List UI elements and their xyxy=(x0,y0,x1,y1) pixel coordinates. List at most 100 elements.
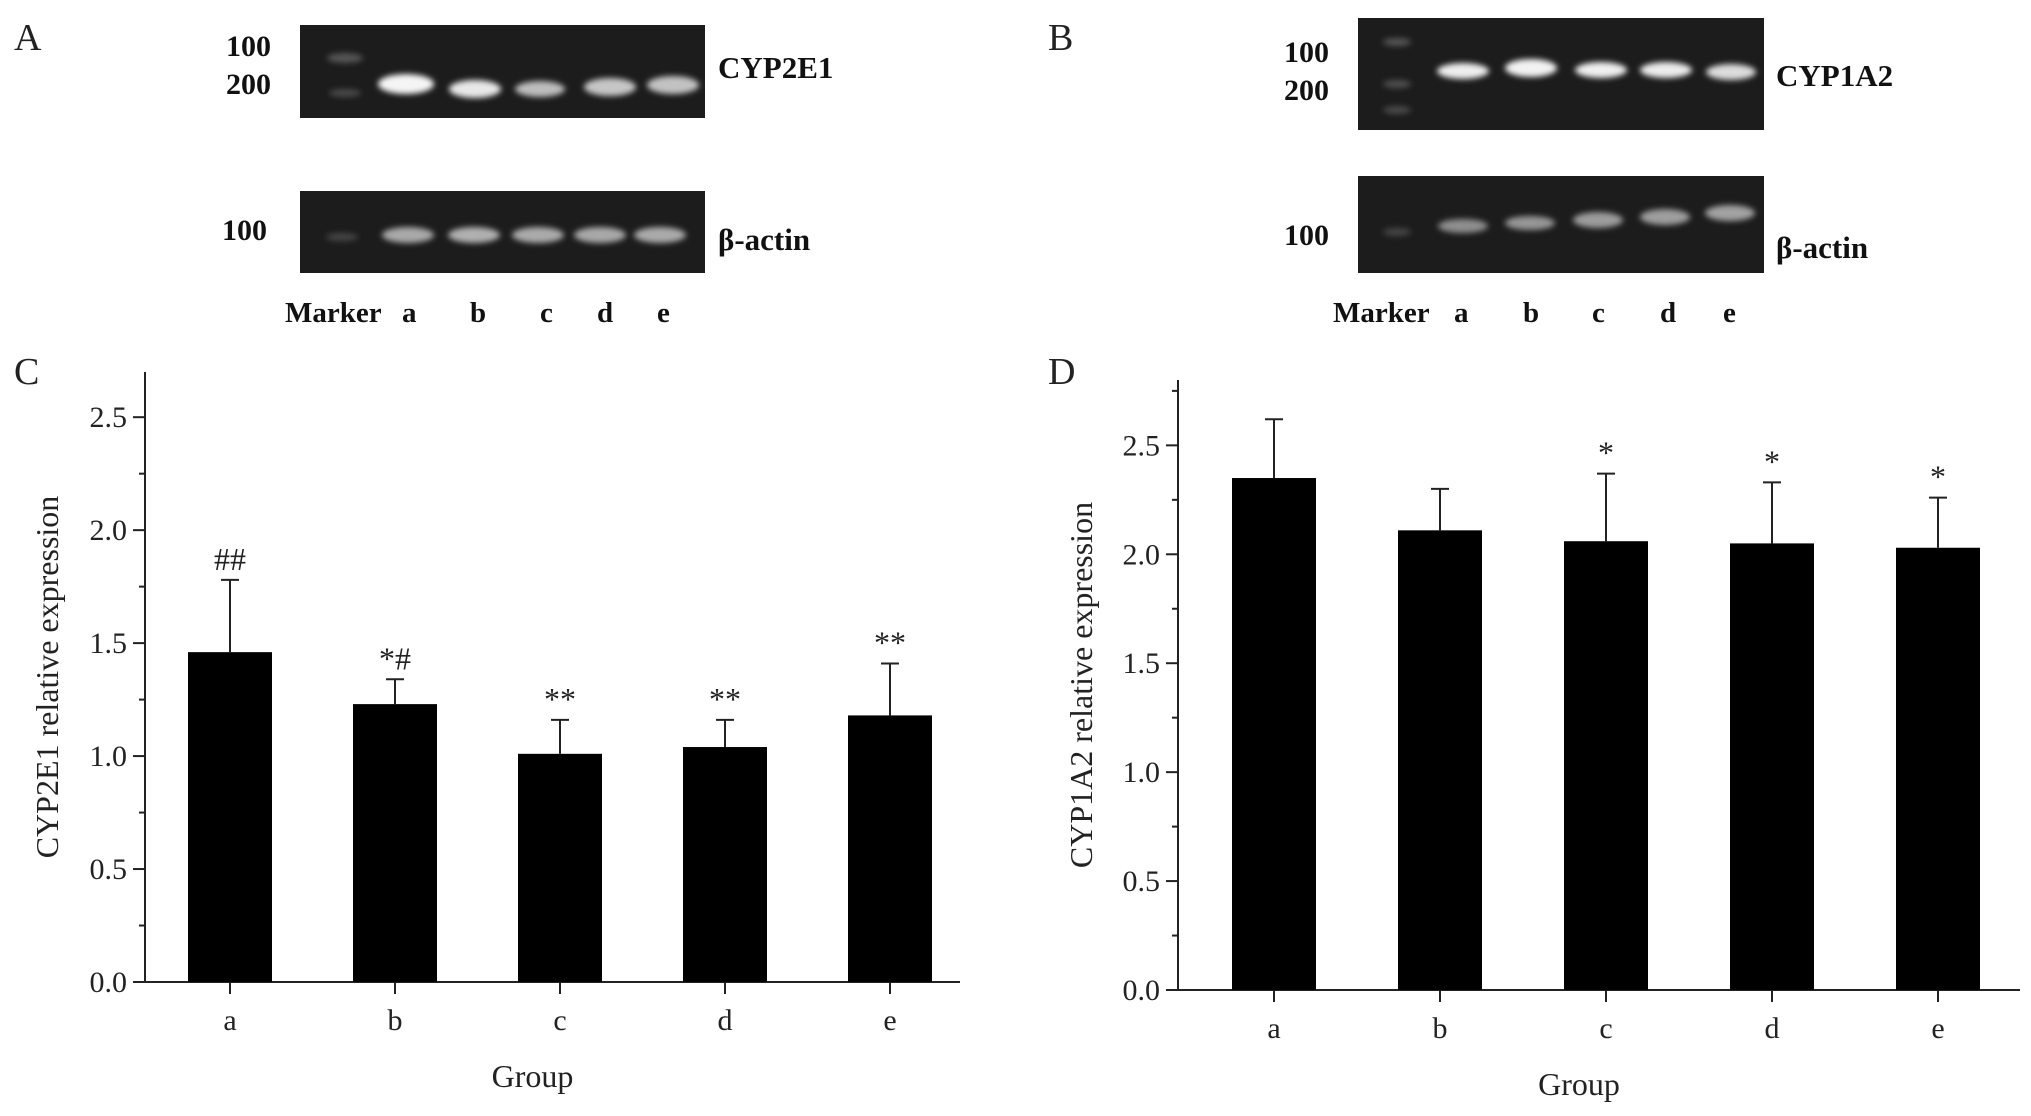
gel-b-ref-label: β-actin xyxy=(1776,230,1868,265)
y-tick-label: 1.5 xyxy=(90,627,128,660)
gel-b-upper xyxy=(1358,18,1764,130)
gel-band xyxy=(1383,106,1411,114)
bar-a xyxy=(188,652,272,982)
x-tick-label: d xyxy=(718,1004,733,1037)
x-tick-label: b xyxy=(388,1004,403,1037)
significance-label: * xyxy=(1764,443,1780,479)
y-axis-title: CYP2E1 relative expression xyxy=(29,496,65,859)
gel-band xyxy=(1383,80,1411,88)
gel-a-ref-label: β-actin xyxy=(718,222,810,257)
y-tick-label: 0.0 xyxy=(90,966,128,999)
significance-label: ** xyxy=(709,681,741,717)
y-tick-label: 0.5 xyxy=(90,853,128,886)
significance-label: ** xyxy=(874,624,906,660)
gel-band xyxy=(512,227,564,243)
x-axis-title: Group xyxy=(1538,1066,1620,1102)
gel-b-lane-labels: Marker a b c d e xyxy=(1333,297,1736,329)
gel-band xyxy=(647,76,699,94)
gel-b-lower-bands xyxy=(1383,205,1755,236)
gel-a-lane-labels: Marker a b c d e xyxy=(285,297,670,329)
y-tick-label: 2.0 xyxy=(90,514,128,547)
gel-band xyxy=(1437,63,1489,79)
significance-label: ** xyxy=(544,681,576,717)
lane-label: e xyxy=(657,297,670,329)
lane-label: a xyxy=(402,297,417,329)
lane-label: Marker xyxy=(285,297,382,329)
gel-band xyxy=(329,89,361,97)
gel-b-marker-200: 200 xyxy=(1284,74,1329,107)
significance-label: ## xyxy=(214,541,246,577)
gel-a-upper-bands xyxy=(327,53,699,98)
gel-band xyxy=(449,80,501,98)
gel-band xyxy=(634,227,686,243)
x-axis-title: Group xyxy=(492,1058,574,1094)
gel-band xyxy=(1575,62,1627,78)
gel-band xyxy=(1705,205,1755,221)
bar-e xyxy=(848,715,932,982)
x-tick-label: e xyxy=(1931,1012,1944,1045)
gel-band xyxy=(574,227,626,243)
gel-b-lower xyxy=(1358,176,1764,273)
gel-band xyxy=(584,78,636,96)
y-tick-label: 2.5 xyxy=(90,401,128,434)
chart-cyp2e1: 0.0 0.5 1.0 1.5 2.0 2.5 a ## b *# c ** d ** e ** Group CY… xyxy=(29,372,960,1094)
gel-b-marker-100: 100 xyxy=(1284,36,1329,69)
gel-band xyxy=(382,227,434,243)
gel-a-marker-200: 200 xyxy=(226,68,271,101)
gel-a-upper xyxy=(300,25,705,118)
gel-band xyxy=(1640,209,1690,225)
bar-c xyxy=(518,753,602,982)
lane-label: c xyxy=(1592,297,1605,329)
y-tick-label: 1.5 xyxy=(1123,647,1161,680)
y-tick-label: 0.5 xyxy=(1123,865,1161,898)
gel-b-lower-marker-100: 100 xyxy=(1284,219,1329,252)
gel-band xyxy=(1640,62,1692,78)
y-axis-title: CYP1A2 relative expression xyxy=(1063,502,1099,868)
x-tick-label: b xyxy=(1433,1012,1448,1045)
gel-band xyxy=(1383,38,1411,46)
lane-label: e xyxy=(1723,297,1736,329)
x-tick-label: c xyxy=(553,1004,566,1037)
lane-label: d xyxy=(597,297,613,329)
gel-a-lower-bands xyxy=(326,227,686,243)
x-tick-label: c xyxy=(1599,1012,1612,1045)
x-tick-label: a xyxy=(1267,1012,1280,1045)
bar-d xyxy=(1730,543,1814,990)
bar-e xyxy=(1896,547,1980,990)
panel-c-letter: C xyxy=(14,351,39,393)
panel-a: A 100 200 100 CYP2E1 β-actin Marker a xyxy=(14,17,833,329)
y-tick-label: 0.0 xyxy=(1123,974,1161,1007)
gel-band xyxy=(378,74,434,94)
y-tick-label: 2.5 xyxy=(1123,429,1161,462)
panel-b-letter: B xyxy=(1048,17,1073,59)
lane-label: Marker xyxy=(1333,297,1430,329)
x-tick-label: e xyxy=(883,1004,896,1037)
gel-band xyxy=(326,233,358,241)
y-tick-label: 2.0 xyxy=(1123,538,1161,571)
bar-b xyxy=(1398,530,1482,990)
panel-d-letter: D xyxy=(1048,351,1075,393)
lane-label: a xyxy=(1454,297,1469,329)
gel-band xyxy=(1573,212,1623,228)
lane-label: b xyxy=(1523,297,1539,329)
significance-label: *# xyxy=(379,640,411,676)
gel-band xyxy=(1505,59,1557,77)
lane-label: d xyxy=(1660,297,1676,329)
gel-band xyxy=(327,53,363,63)
gel-b-gene-label: CYP1A2 xyxy=(1776,58,1893,93)
gel-a-marker-100: 100 xyxy=(226,30,271,63)
gel-a-gene-label: CYP2E1 xyxy=(718,50,833,85)
bar-b xyxy=(353,704,437,982)
bar-d xyxy=(683,747,767,982)
gel-band xyxy=(1383,228,1411,236)
gel-b-upper-bands xyxy=(1383,38,1756,114)
lane-label: c xyxy=(540,297,553,329)
gel-band xyxy=(1706,64,1756,80)
x-tick-label: d xyxy=(1765,1012,1780,1045)
x-tick-label: a xyxy=(223,1004,236,1037)
significance-label: * xyxy=(1598,435,1614,471)
panel-a-letter: A xyxy=(14,17,42,59)
gel-band xyxy=(515,81,565,97)
y-tick-label: 1.0 xyxy=(1123,756,1161,789)
